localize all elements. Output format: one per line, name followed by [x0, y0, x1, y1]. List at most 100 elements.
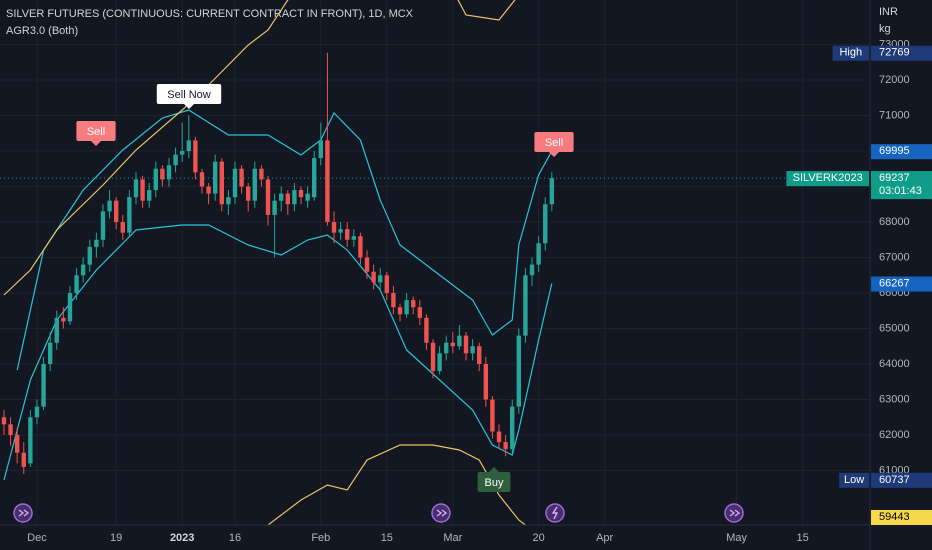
event-icon[interactable] — [431, 503, 451, 523]
candle-body — [384, 275, 390, 294]
price-box — [871, 276, 932, 292]
candle-body — [285, 193, 290, 205]
signal-label: Sell — [87, 126, 105, 138]
indicator-line — [16, 109, 553, 371]
price-value: 60737 — [879, 474, 910, 486]
candle-body — [146, 190, 152, 201]
candle-body — [41, 364, 46, 407]
candle-body — [206, 186, 211, 194]
y-tick-label: 62000 — [879, 429, 910, 441]
candle-body — [245, 186, 251, 201]
candle-body — [444, 342, 449, 354]
candle-body — [298, 190, 304, 198]
signal-pointer — [184, 104, 194, 109]
x-tick-label: 19 — [110, 532, 122, 544]
indicator-name: AGR3.0 (Both) — [6, 25, 78, 37]
candle-body — [457, 335, 462, 347]
event-icon[interactable] — [724, 503, 744, 523]
candle-body — [8, 424, 13, 436]
candle-body — [364, 257, 370, 272]
indicator-line — [457, 0, 516, 21]
price-tag — [839, 472, 869, 488]
candle-body — [278, 193, 284, 201]
chart-title: SILVER FUTURES (CONTINUOUS: CURRENT CONT… — [6, 8, 414, 20]
signal-label: Buy — [485, 477, 504, 489]
candle-body — [490, 399, 495, 432]
candle-body — [160, 168, 165, 180]
signal-label: Sell Now — [167, 89, 210, 101]
candle-body — [1, 417, 7, 425]
signal-label: Sell — [545, 137, 563, 149]
candle-body — [54, 317, 59, 343]
candle-body — [305, 193, 310, 201]
candle-body — [463, 335, 469, 354]
event-icon[interactable] — [545, 503, 565, 523]
candle-body — [338, 229, 343, 233]
candle-body — [212, 161, 218, 194]
event-icon[interactable] — [13, 503, 33, 523]
candle-body — [61, 317, 66, 322]
signal-pointer — [489, 467, 499, 472]
candle-body — [100, 211, 106, 240]
candle-body — [549, 178, 555, 205]
price-value: 69237 — [879, 172, 910, 184]
signal-box — [477, 472, 511, 492]
candle-body — [378, 275, 383, 283]
candle-body — [113, 200, 119, 223]
candle-body — [470, 346, 475, 354]
candle-body — [14, 435, 20, 453]
signal-box — [156, 84, 222, 104]
candle-body — [193, 140, 198, 173]
candle-body — [312, 158, 317, 198]
candle-body — [477, 346, 482, 365]
x-tick-label: Dec — [27, 532, 47, 544]
price-tag-label: Low — [844, 474, 864, 486]
price-tag — [786, 171, 869, 187]
unit: kg — [879, 23, 891, 35]
price-value: 59443 — [879, 511, 910, 523]
candle-body — [345, 229, 350, 240]
signal-box — [76, 121, 116, 141]
x-tick-label: Feb — [311, 532, 330, 544]
candle-body — [417, 307, 423, 318]
candle-body — [107, 200, 112, 212]
currency: INR — [879, 6, 898, 18]
candle-body — [74, 275, 79, 294]
y-tick-label: 63000 — [879, 393, 910, 405]
plot-area — [0, 0, 870, 525]
countdown: 03:01:43 — [879, 185, 922, 197]
candle-body — [397, 307, 403, 315]
y-tick-label: 65000 — [879, 322, 910, 334]
candle-body — [226, 197, 231, 205]
x-tick-label: May — [726, 532, 747, 544]
candle-body — [120, 222, 125, 233]
candle-body — [67, 293, 73, 322]
candle-body — [351, 236, 357, 240]
x-tick-label: Apr — [596, 532, 613, 544]
candle-body — [239, 168, 244, 187]
candle-body — [411, 300, 416, 308]
x-tick-label: 15 — [797, 532, 809, 544]
candle-body — [199, 172, 205, 187]
candle-body — [325, 140, 330, 223]
candle-body — [292, 190, 297, 205]
candle-body — [496, 431, 502, 443]
candle-body — [47, 342, 53, 365]
candle-body — [371, 271, 376, 283]
candle-body — [166, 165, 172, 180]
price-box — [871, 144, 932, 160]
signal-pointer — [91, 141, 101, 146]
candle-body — [516, 335, 522, 407]
candle-body — [424, 317, 429, 343]
price-box — [871, 171, 932, 200]
indicator-line — [3, 0, 289, 296]
x-tick-label: 15 — [381, 532, 393, 544]
signal-box — [534, 132, 574, 152]
candle-body — [179, 151, 185, 155]
price-tag-label: High — [839, 47, 862, 59]
x-tick-label: 20 — [533, 532, 545, 544]
y-tick-label: 72000 — [879, 74, 910, 86]
candle-body — [80, 264, 86, 276]
candle-body — [94, 239, 99, 247]
